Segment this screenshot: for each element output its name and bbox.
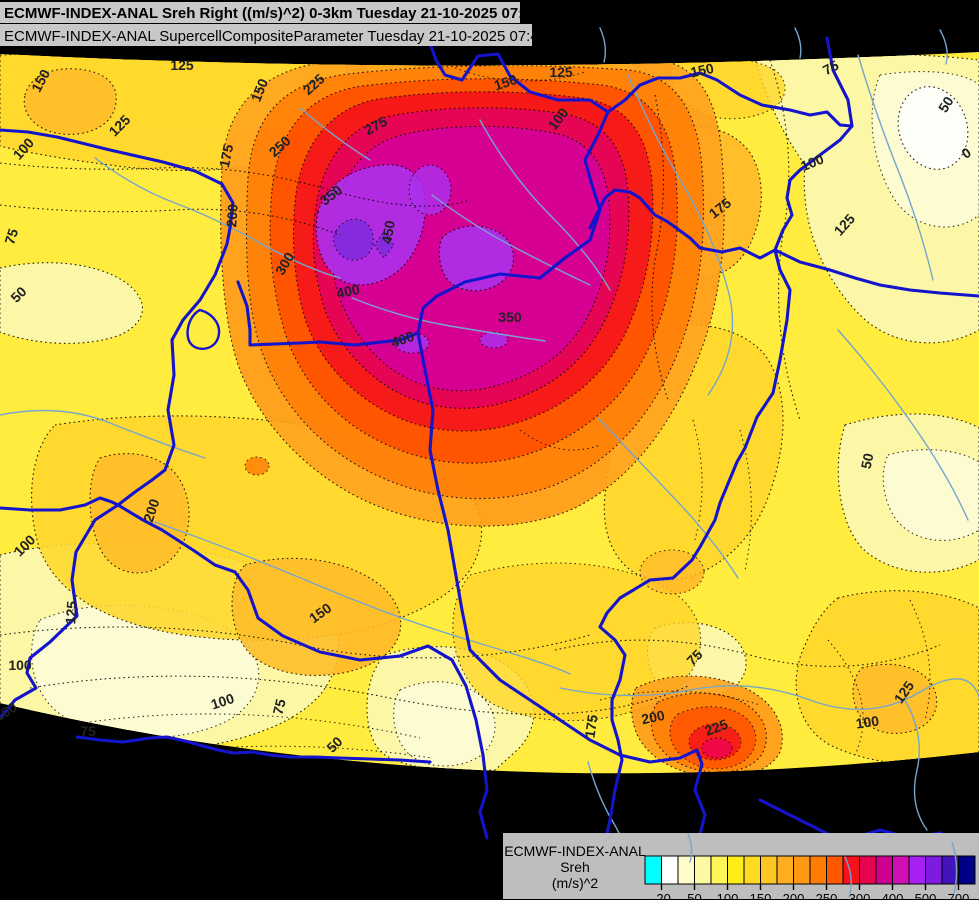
colorbar-cell	[925, 855, 943, 885]
title-line-1: ECMWF-INDEX-ANAL Sreh Right ((m/s)^2) 0-…	[4, 5, 540, 22]
contour-label: 50	[858, 451, 877, 470]
title-line-2: ECMWF-INDEX-ANAL SupercellCompositeParam…	[4, 28, 547, 45]
color-field	[0, 52, 979, 774]
colorbar-tick-label: 50	[687, 891, 701, 900]
contour-label: 200	[640, 707, 666, 728]
colorbar-tick-label: -20	[652, 891, 671, 900]
rivers	[0, 27, 979, 871]
colorbar-tick-label: 200	[783, 891, 805, 900]
contour-label: 400	[335, 281, 361, 302]
colorbar-cell	[793, 855, 811, 885]
legend-units: (m/s)^2	[552, 875, 598, 891]
colorbar-cell	[826, 855, 844, 885]
contour-label: 125	[170, 57, 194, 73]
colorbar-cell	[875, 855, 893, 885]
contour-label: 50	[935, 93, 957, 115]
colorbar-cell	[644, 855, 662, 885]
contour-label: 400	[389, 328, 416, 351]
contour-label: 75	[80, 723, 96, 739]
contour-label: 100	[855, 712, 881, 731]
colorbar-cell	[710, 855, 728, 885]
colorbar-tick-label: 150	[750, 891, 772, 900]
colorbar-cell	[661, 855, 679, 885]
colorbar-cell	[760, 855, 778, 885]
contour-label: 75	[1, 226, 21, 246]
legend-param: Sreh	[560, 859, 590, 875]
legend-panel: ECMWF-INDEX-ANAL Sreh (m/s)^2 -20 50 100 15…	[503, 833, 979, 900]
colorbar-tick-label: 250	[816, 891, 838, 900]
contour-label: 75	[270, 697, 289, 716]
colorbar-cell	[958, 855, 976, 885]
contour-label: 100	[209, 690, 236, 713]
contour-label: 350	[498, 309, 522, 325]
contour-label: 225	[703, 716, 731, 739]
contour-label: 150	[689, 60, 715, 81]
contour-label: 175	[216, 143, 237, 169]
colorbar-cell	[677, 855, 695, 885]
colorbar-cell	[859, 855, 877, 885]
colorbar-cell	[727, 855, 745, 885]
contour-label: 450	[378, 219, 398, 245]
contour-label: 125	[549, 64, 573, 80]
colorbar-cell	[809, 855, 827, 885]
colorbar-cell	[743, 855, 761, 885]
colorbar-tick-label: 700	[948, 891, 970, 900]
colorbar: -20 50 100 150 200 250 300 400 500 700	[644, 855, 976, 900]
colorbar-tick-label: 400	[882, 891, 904, 900]
title-bar-1: ECMWF-INDEX-ANAL Sreh Right ((m/s)^2) 0-…	[0, 2, 540, 23]
contour-label: 125	[62, 600, 80, 625]
country-borders	[0, 36, 979, 844]
legend-heading: ECMWF-INDEX-ANAL	[504, 843, 646, 859]
colorbar-cell	[892, 855, 910, 885]
colorbar-cell	[694, 855, 712, 885]
contour-label: 200	[140, 497, 163, 524]
colorbar-cell	[776, 855, 794, 885]
colorbar-tick-label: 100	[717, 891, 739, 900]
contour-label: 100	[8, 657, 32, 673]
colorbar-tick-label: 500	[915, 891, 937, 900]
contour-label: 150	[492, 71, 519, 94]
contour-label: 200	[223, 203, 241, 228]
contour-label: 75	[820, 57, 841, 79]
colorbar-cell	[908, 855, 926, 885]
title-bar-2: ECMWF-INDEX-ANAL SupercellCompositeParam…	[0, 24, 547, 46]
contour-label: 175	[582, 713, 601, 739]
colorbar-tick-label: 300	[849, 891, 871, 900]
